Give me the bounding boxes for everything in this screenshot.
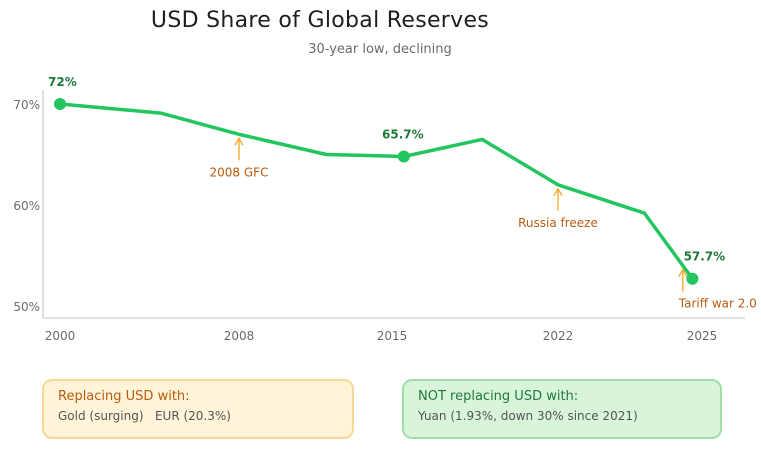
y-tick-label: 50% [13, 300, 40, 314]
line-chart: 70% 60% 50% 2000 2008 2015 2022 2025 2008 GFC R… [13, 75, 757, 343]
x-ticks: 2000 2008 2015 2022 2025 [45, 329, 718, 343]
annotation-label: Tariff war 2.0 [678, 297, 757, 311]
annotation-label: 2008 GFC [210, 165, 269, 179]
series-line [58, 102, 695, 281]
value-labels-layer: 72% 65.7% 57.7% [48, 75, 725, 285]
chart-title: USD Share of Global Reserves [150, 8, 490, 33]
x-tick-label: 2022 [543, 329, 574, 343]
chart-subtitle: 30-year low, declining [308, 42, 452, 57]
x-tick-label: 2000 [45, 329, 76, 343]
annotation-label: Russia freeze [518, 216, 598, 230]
highlight-point [54, 98, 66, 110]
y-tick-label: 70% [13, 98, 40, 112]
replacing-usd-body: Gold (surging) EUR (20.3%) [58, 409, 231, 423]
x-tick-label: 2008 [224, 329, 255, 343]
annotation-arrowhead [678, 268, 688, 277]
annotation-arrowhead [234, 136, 244, 146]
not-replacing-usd-body: Yuan (1.93%, down 30% since 2021) [418, 409, 638, 423]
highlight-point [686, 272, 699, 285]
value-label: 72% [48, 75, 77, 89]
annotation-arrowhead [553, 187, 563, 197]
not-replacing-usd-card: NOT replacing USD with: Yuan (1.93%, dow… [402, 379, 722, 439]
replacing-usd-card: Replacing USD with: Gold (surging) EUR (… [42, 379, 354, 439]
series-layer [58, 102, 695, 281]
not-replacing-usd-heading: NOT replacing USD with: [418, 389, 579, 404]
y-tick-label: 60% [13, 199, 40, 213]
replacing-usd-heading: Replacing USD with: [58, 389, 190, 404]
y-ticks: 70% 60% 50% [13, 98, 40, 314]
annotations-layer: 2008 GFC Russia freeze Tariff war 2.0 [210, 136, 757, 311]
highlight-point [397, 150, 410, 163]
value-label: 65.7% [382, 128, 424, 142]
x-tick-label: 2015 [377, 329, 408, 343]
x-tick-label: 2025 [687, 329, 718, 343]
value-label: 57.7% [684, 250, 726, 264]
